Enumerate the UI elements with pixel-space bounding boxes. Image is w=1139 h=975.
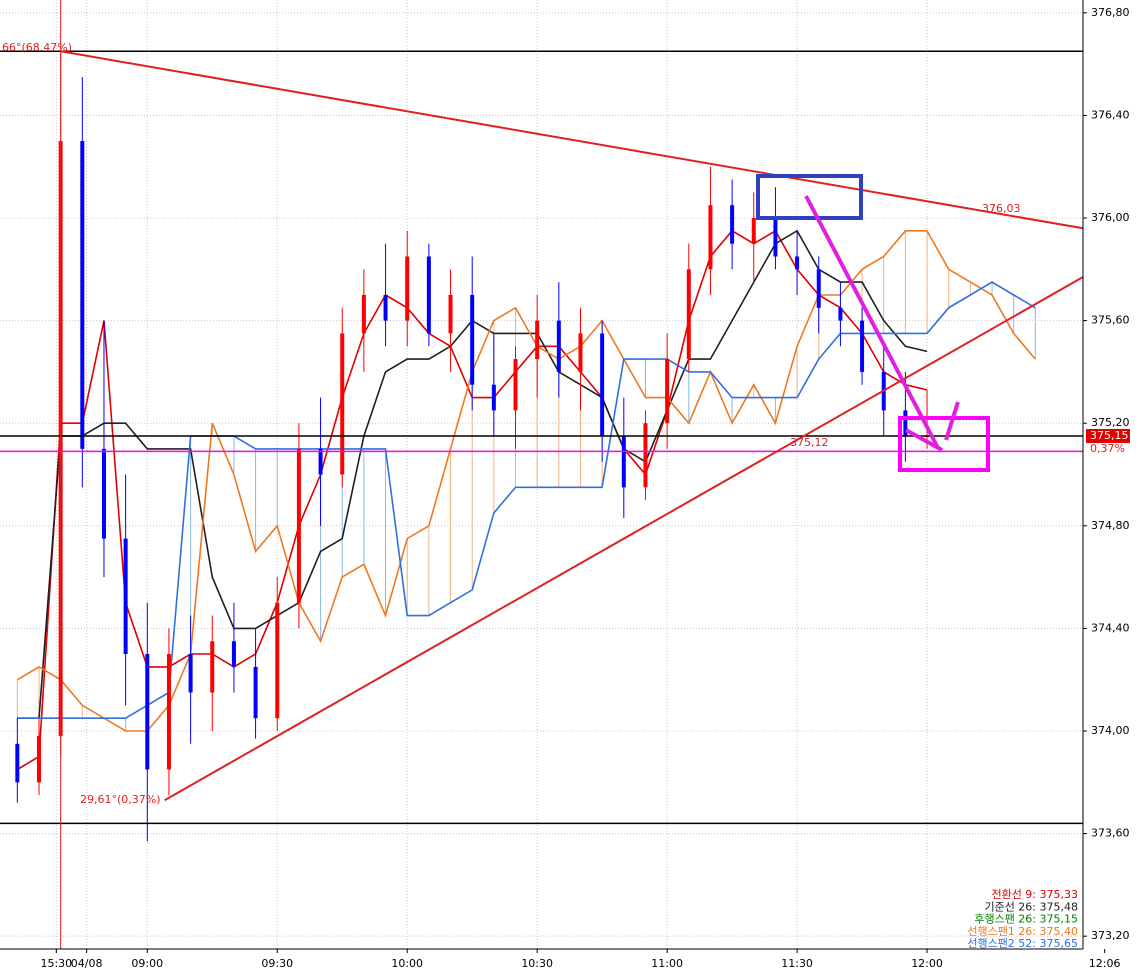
candle-body — [210, 641, 215, 693]
drawn-box — [756, 174, 863, 220]
candle-body — [838, 307, 843, 321]
candle-body — [751, 218, 756, 244]
drawn-box — [898, 416, 990, 472]
candles — [15, 51, 930, 842]
legend-entry: 선행스팬2 52: 375,65 — [967, 937, 1078, 950]
x-tick-label: 09:00 — [131, 957, 163, 970]
y-tick-label: 376,00 — [1091, 211, 1130, 224]
candle-body — [253, 666, 258, 719]
candle-body — [860, 320, 865, 372]
candle-body — [600, 333, 605, 437]
legend-entry: 기준선 26: 375,48 — [984, 900, 1078, 913]
candle-body — [448, 294, 453, 334]
candle-body — [101, 448, 106, 539]
annotation: 376,03 — [982, 202, 1021, 215]
x-tick-label: 12:00 — [911, 957, 943, 970]
candle-body — [426, 256, 431, 334]
candle-body — [903, 410, 908, 437]
drawn-arrow — [804, 195, 940, 449]
y-tick-label: 375,60 — [1091, 314, 1130, 327]
candle-body — [470, 294, 475, 385]
candle-body — [535, 320, 540, 360]
candle-body — [773, 218, 778, 257]
annotation: 29,61°(0,37%) — [80, 793, 161, 806]
candle-body — [231, 641, 236, 667]
indicator-line — [16, 230, 1036, 732]
last-price-label: 375,15 — [1090, 429, 1129, 442]
candle-body — [318, 448, 323, 475]
candle-body — [296, 448, 301, 603]
y-tick-label: 376,80 — [1091, 6, 1130, 19]
candle-body — [145, 654, 150, 770]
x-tick-label: 11:30 — [781, 957, 813, 970]
candle-body — [166, 654, 171, 770]
y-tick-label: 373,60 — [1091, 827, 1130, 840]
candle-body — [578, 333, 583, 372]
x-tick-label: 10:00 — [391, 957, 423, 970]
candle-body — [795, 256, 800, 270]
annotation: 66°(68.47%) — [2, 41, 72, 54]
trendline — [60, 50, 1084, 230]
trendline — [164, 276, 1084, 802]
y-tick-label: 374,00 — [1091, 724, 1130, 737]
candle-body — [80, 141, 85, 449]
candle-body — [556, 320, 561, 372]
candle-body — [513, 359, 518, 411]
legend-entry: 선행스팬1 26: 375,40 — [967, 925, 1078, 938]
candle-body — [275, 602, 280, 719]
candle-body — [188, 654, 193, 693]
x-tick-label: 10:30 — [521, 957, 553, 970]
y-tick-label: 376,40 — [1091, 108, 1130, 121]
x-tick-label: 12:06 — [1089, 957, 1121, 970]
last-price-tag — [1086, 429, 1130, 444]
candle-body — [816, 269, 821, 308]
candle-body — [405, 256, 410, 321]
y-tick-label: 373,20 — [1091, 929, 1130, 942]
candle-body — [383, 294, 388, 321]
last-change: 0,37% — [1090, 442, 1125, 455]
x-tick-label: 15:30 — [40, 957, 72, 970]
candle-body — [643, 423, 648, 488]
candle-body — [730, 205, 735, 244]
x-tick-label: 11:00 — [651, 957, 683, 970]
y-tick-label: 374,40 — [1091, 621, 1130, 634]
candle-body — [491, 384, 496, 411]
drawn-arrow — [944, 401, 960, 441]
candle-body — [621, 436, 626, 488]
legend-entry: 전환선 9: 375,33 — [991, 888, 1078, 901]
x-tick-label: 04/08 — [71, 957, 103, 970]
candle-body — [340, 333, 345, 475]
candle-body — [665, 359, 670, 424]
y-tick-label: 374,80 — [1091, 519, 1130, 532]
legend-entry: 후행스팬 26: 375,15 — [974, 913, 1078, 926]
grid — [0, 0, 1083, 949]
annotation: 375,12 — [790, 436, 829, 449]
candle-body — [36, 736, 41, 783]
overlays — [0, 0, 1084, 949]
y-tick-label: 375,20 — [1091, 416, 1130, 429]
candle-body — [708, 205, 713, 270]
candle-body — [123, 538, 128, 655]
drawn-arrow — [905, 428, 943, 452]
x-tick-label: 09:30 — [261, 957, 293, 970]
candle-body — [15, 743, 20, 783]
indicator-line — [17, 281, 1036, 719]
candle-body — [686, 269, 691, 360]
candle-body — [361, 294, 366, 334]
